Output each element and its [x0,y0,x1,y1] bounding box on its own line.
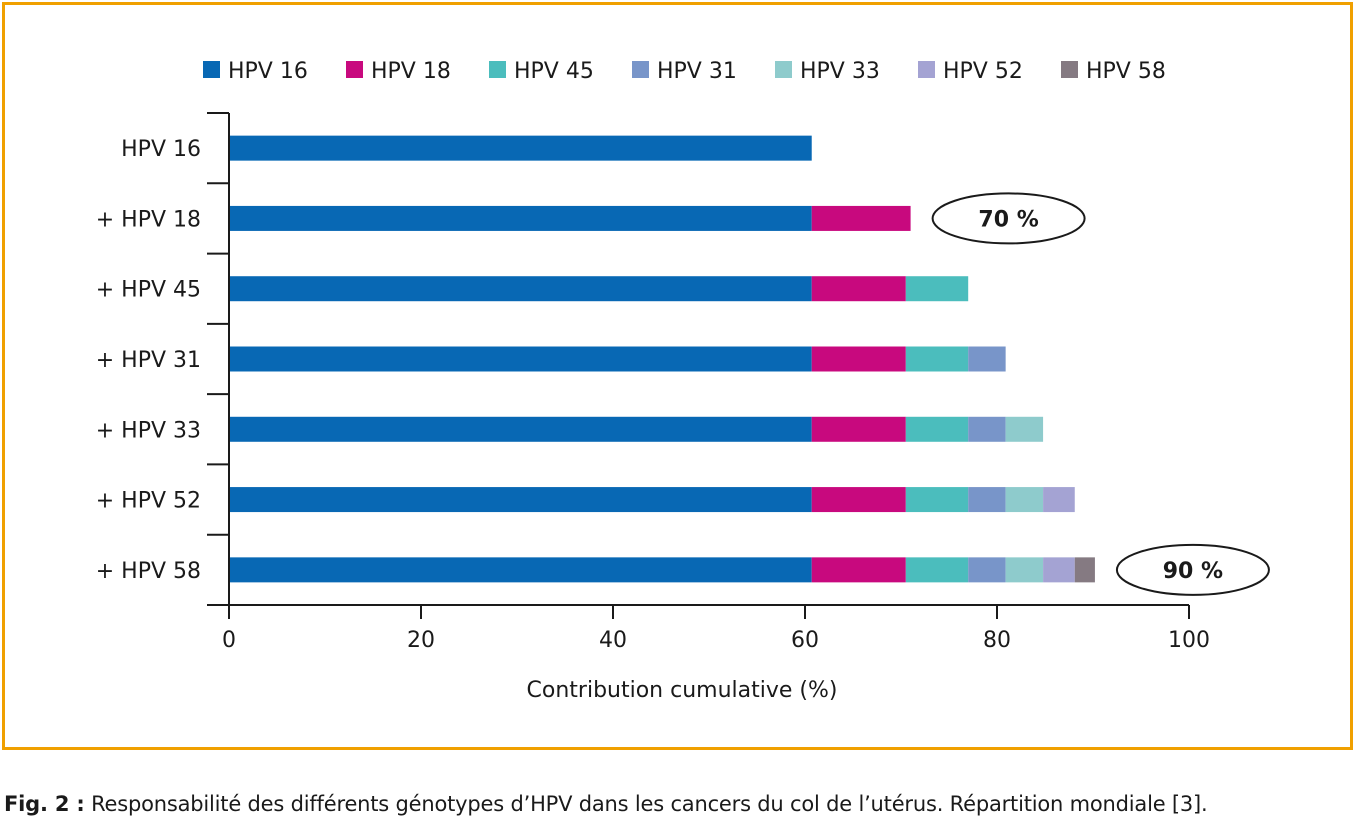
bar-segment-hpv-33-row-7 [1005,557,1044,583]
legend-swatch [632,61,649,78]
bar-segment-hpv-31-row-5 [968,416,1006,442]
legend-entry: HPV 52 [943,59,1023,84]
bar-segment-hpv-18-row-5 [811,416,906,442]
legend-swatch [489,61,506,78]
legend-swatch [346,61,363,78]
stacked-bar-chart: HPV 16 HPV 18 HPV 45 HPV 31 HPV 33 HPV 52 HPV … [96,59,1270,703]
bar-segment-hpv-45-row-6 [905,487,969,513]
axes: HPV 16 + HPV 18 + HPV 45 + HPV 31 + HPV 33 + … [96,112,1210,653]
bar-segment-hpv-18-row-3 [811,276,906,302]
bar-segment-hpv-33-row-5 [1005,416,1044,442]
bar-segment-hpv-18-row-7 [811,557,906,583]
legend-swatch [1061,61,1078,78]
legend-entry: HPV 16 [228,59,308,84]
bar-segment-hpv-31-row-4 [968,346,1006,372]
bar-segment-hpv-45-row-5 [905,416,969,442]
x-tick-label: 80 [983,628,1011,653]
x-tick-label: 0 [222,628,236,653]
bar-segment-hpv-45-row-3 [905,276,969,302]
x-tick-label: 60 [791,628,819,653]
bar-segment-hpv-16-row-3 [229,276,812,302]
bar-segment-hpv-16-row-5 [229,416,812,442]
legend: HPV 16 HPV 18 HPV 45 HPV 31 HPV 33 HPV 52 HPV … [203,59,1166,84]
annotation-ellipse [931,192,1086,245]
bar-segment-hpv-33-row-6 [1005,487,1044,513]
annotations: 70 % 90 % [931,192,1270,596]
bar-segment-hpv-18-row-4 [811,346,906,372]
bar-segment-hpv-31-row-7 [968,557,1006,583]
legend-swatch [918,61,935,78]
figure-frame [2,2,1353,750]
bar-segment-hpv-58-row-7 [1074,557,1095,583]
legend-entry: HPV 45 [514,59,594,84]
bar-segment-hpv-16-row-2 [229,205,812,231]
caption-label: Fig. 2 : [4,792,85,816]
category-label: + HPV 33 [96,418,201,443]
x-tick-label: 20 [407,628,435,653]
figure-caption: Fig. 2 : Responsabilité des différents g… [4,792,1208,816]
bar-segment-hpv-16-row-6 [229,487,812,513]
bar-segment-hpv-16-row-4 [229,346,812,372]
category-label: + HPV 52 [96,489,201,514]
bar-segment-hpv-16-row-1 [229,135,812,161]
bar-segment-hpv-18-row-2 [811,205,911,231]
category-label: HPV 16 [121,137,201,162]
annotation-label: 90 % [1163,559,1223,584]
bar-segment-hpv-45-row-4 [905,346,969,372]
x-tick-label: 40 [599,628,627,653]
caption-text: Responsabilité des différents génotypes … [84,792,1208,816]
bar-segment-hpv-52-row-6 [1043,487,1075,513]
x-tick-label: 100 [1168,628,1210,653]
legend-swatch [775,61,792,78]
legend-swatch [203,61,220,78]
category-label: + HPV 31 [96,348,201,373]
legend-entry: HPV 31 [657,59,737,84]
legend-entry: HPV 58 [1086,59,1166,84]
bar-segment-hpv-45-row-7 [905,557,969,583]
bar-segment-hpv-18-row-6 [811,487,906,513]
category-label: + HPV 58 [96,559,201,584]
annotation-ellipse [1115,543,1270,596]
category-label: + HPV 45 [96,278,201,303]
legend-entry: HPV 33 [800,59,880,84]
bar-segment-hpv-52-row-7 [1043,557,1075,583]
bars [229,135,1095,583]
legend-entry: HPV 18 [371,59,451,84]
category-label: + HPV 18 [96,207,201,232]
x-axis-label: Contribution cumulative (%) [527,678,838,703]
bar-segment-hpv-31-row-6 [968,487,1006,513]
annotation-label: 70 % [978,207,1038,232]
bar-segment-hpv-16-row-7 [229,557,812,583]
